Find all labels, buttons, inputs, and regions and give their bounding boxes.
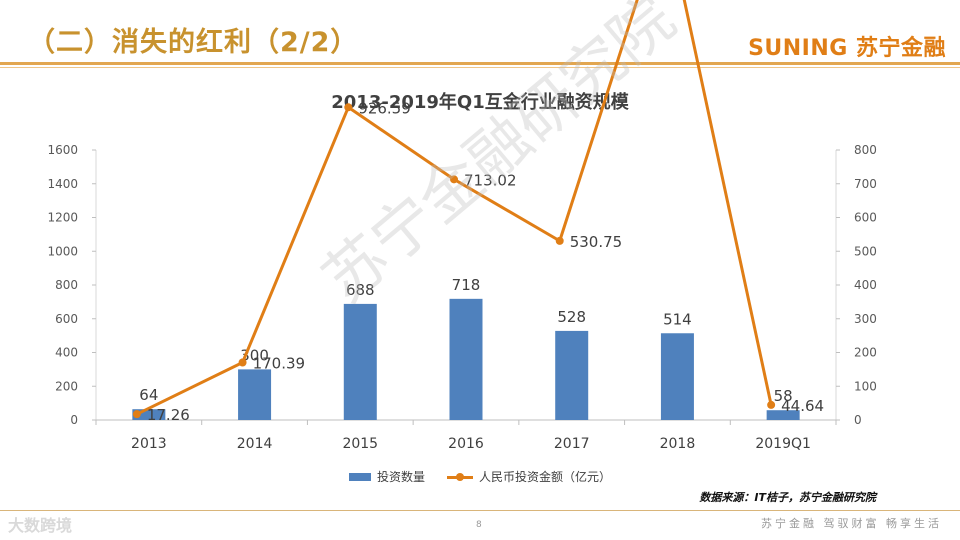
y-right-tick-label: 0 (854, 413, 862, 427)
legend-item-bars: 投资数量 (348, 468, 425, 485)
y-right-tick-label: 200 (854, 346, 877, 360)
y-left-tick-label: 800 (55, 278, 78, 292)
y-right-tick-label: 400 (854, 278, 877, 292)
line-data-label: 926.59 (358, 99, 411, 117)
line-data-label: 530.75 (570, 233, 623, 251)
line-point (450, 175, 458, 184)
line-data-label: 44.64 (781, 397, 824, 415)
y-left-tick-label: 0 (70, 413, 78, 427)
line-point (132, 410, 141, 419)
x-tick-label: 2013 (131, 436, 167, 452)
x-tick-label: 2016 (448, 436, 484, 452)
x-tick-label: 2017 (554, 436, 590, 452)
bar-data-label: 688 (346, 281, 375, 299)
bar-data-label: 64 (139, 386, 158, 404)
line-point (767, 400, 776, 409)
line-data-label: 170.39 (253, 354, 305, 372)
bar (132, 409, 166, 420)
bar-data-label: 718 (452, 276, 481, 294)
chart-title: 2013-2019年Q1互金行业融资规模 (331, 92, 629, 113)
brand-logo: SUNING 苏宁金融 (748, 36, 946, 61)
line-data-label: 17.26 (147, 406, 190, 424)
legend-label-bars: 投资数量 (376, 470, 425, 484)
y-left-tick-label: 200 (55, 379, 78, 393)
y-right-tick-label: 600 (854, 211, 877, 225)
footer-slogan: 苏宁金融 驾驭财富 畅享生活 (761, 517, 942, 530)
bar-data-label: 528 (557, 308, 586, 326)
y-left-tick-label: 1600 (47, 143, 78, 157)
bar-data-label: 58 (774, 387, 793, 405)
y-left-tick-label: 600 (55, 312, 78, 326)
bar-data-label: 514 (663, 310, 692, 328)
bar (343, 303, 377, 420)
slide-title: （二）消失的红利（2/2） (28, 27, 359, 58)
x-tick-label: 2015 (342, 436, 378, 452)
header-divider-thin (0, 67, 960, 68)
x-tick-label: 2014 (237, 436, 273, 452)
y-left-tick-label: 1200 (47, 211, 78, 225)
y-right-tick-label: 800 (854, 143, 877, 157)
footer-divider (0, 510, 960, 511)
y-right-tick-label: 700 (854, 177, 877, 191)
y-left-tick-label: 400 (55, 346, 78, 360)
y-left-tick-label: 1400 (47, 177, 78, 191)
data-source: 数据来源：IT桔子，苏宁金融研究院 (699, 491, 876, 504)
legend-line-swatch (447, 472, 473, 482)
line-point (344, 103, 353, 112)
bar (766, 410, 800, 420)
y-right-tick-label: 300 (854, 312, 877, 326)
line-point (238, 358, 247, 367)
y-right-tick-label: 500 (854, 244, 877, 258)
x-tick-label: 2019Q1 (755, 436, 811, 452)
bar (555, 330, 589, 420)
chart-legend: 投资数量 人民币投资金额（亿元） (0, 468, 960, 485)
line-data-label: 713.02 (464, 171, 517, 189)
y-left-tick-label: 1000 (47, 244, 78, 258)
x-tick-label: 2018 (660, 436, 696, 452)
y-right-tick-label: 100 (854, 379, 877, 393)
bar (449, 298, 483, 420)
legend-label-line: 人民币投资金额（亿元） (479, 470, 612, 484)
line-point (555, 236, 564, 245)
bar (238, 369, 272, 420)
legend-bar-swatch (348, 472, 371, 481)
logo-watermark: 大数跨境 (8, 516, 73, 535)
legend-item-line: 人民币投资金额（亿元） (447, 468, 611, 485)
bar (660, 333, 694, 420)
page-number: 8 (476, 520, 482, 530)
header-divider (0, 62, 960, 65)
